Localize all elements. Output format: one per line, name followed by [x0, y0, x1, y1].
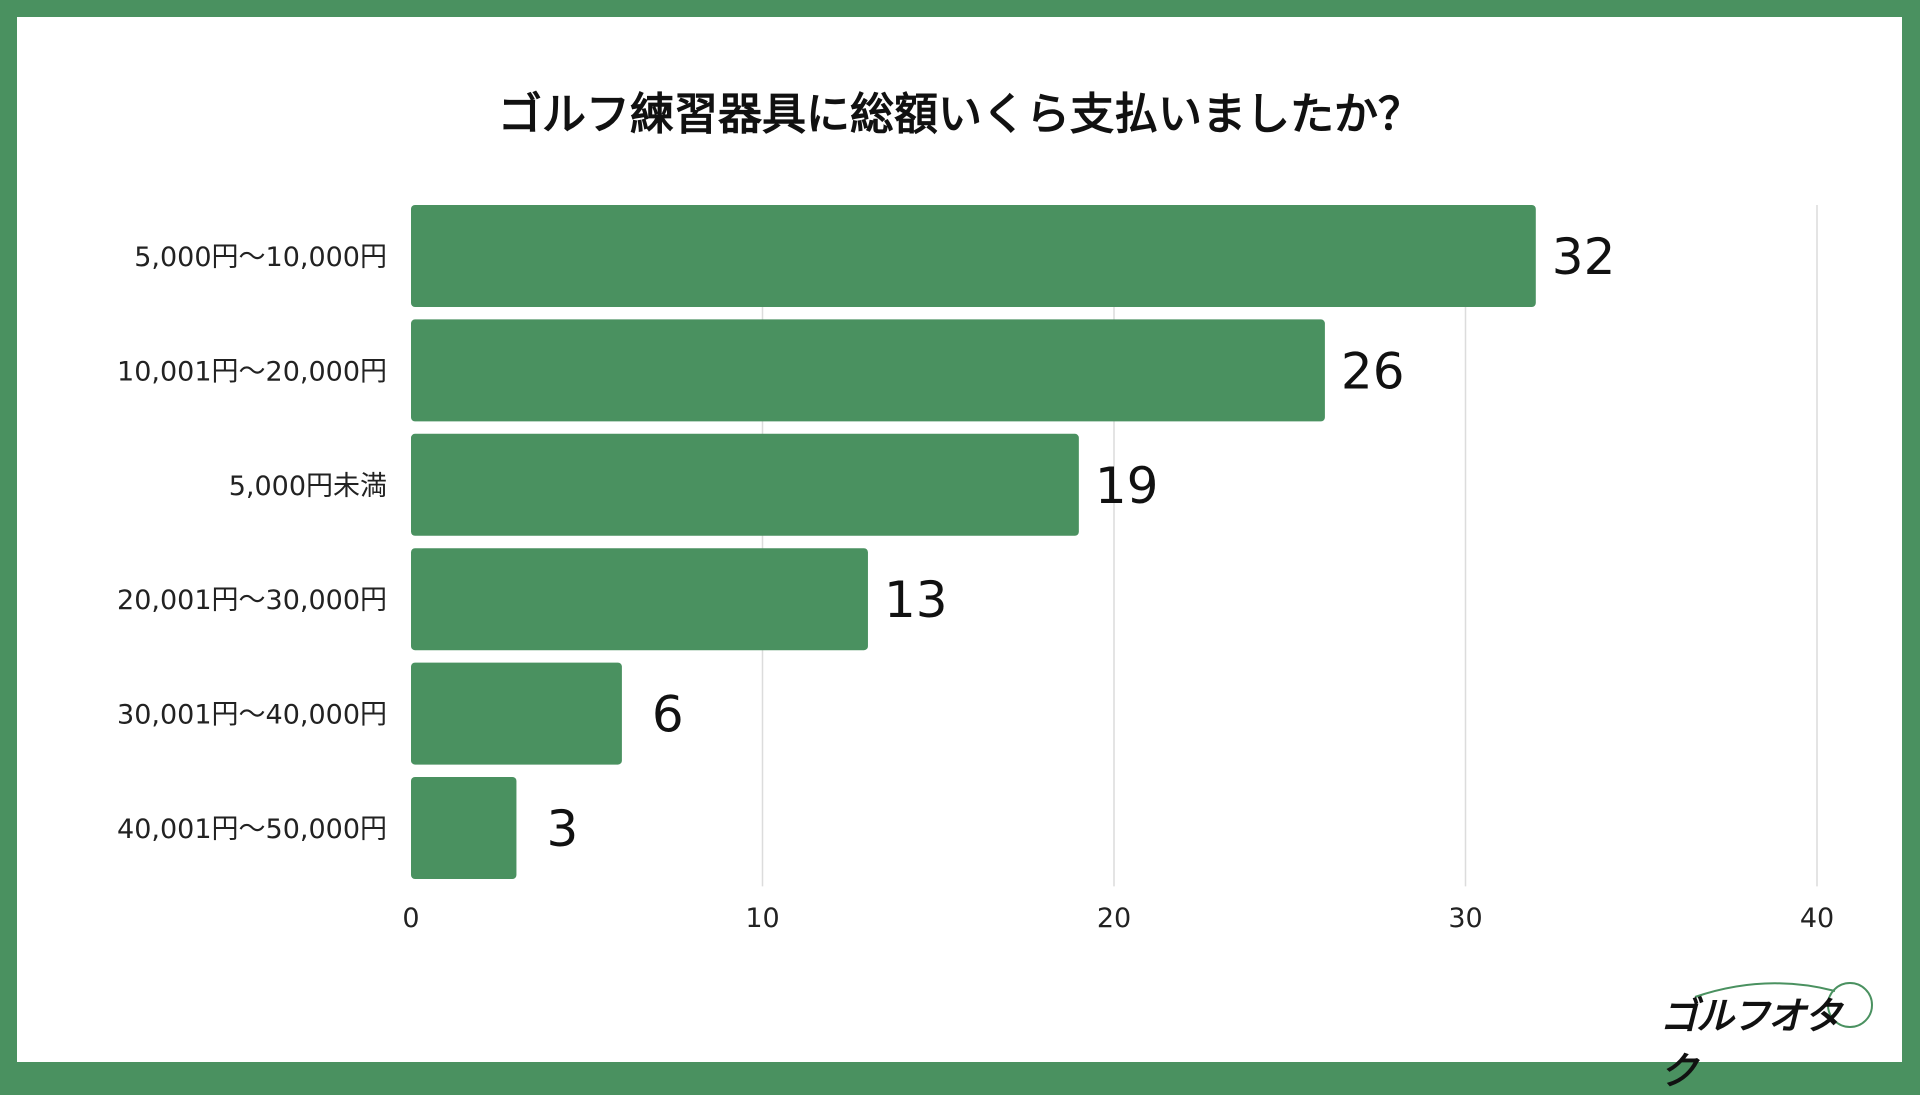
bar: [411, 548, 868, 651]
data-label: 19: [1095, 457, 1159, 515]
bar: [411, 205, 1536, 307]
data-label: 3: [546, 800, 578, 858]
logo-text: ゴルフオタク: [1660, 994, 1842, 1093]
chart-title: ゴルフ練習器具に総額いくら支払いましたか？: [498, 89, 1422, 140]
golf-otaku-logo: ゴルフオタク: [1655, 975, 1875, 1093]
golf-ball-icon: [1694, 982, 1873, 1028]
category-label: 40,001円〜50,000円: [117, 814, 387, 845]
bar: [411, 777, 517, 879]
category-label: 10,001円〜20,000円: [117, 356, 387, 387]
data-label: 32: [1552, 228, 1616, 286]
category-label: 5,000円〜10,000円: [134, 242, 387, 273]
x-tick-label: 30: [1448, 903, 1482, 934]
data-label: 26: [1341, 342, 1405, 400]
chart-card: [17, 17, 1902, 1062]
bar: [411, 433, 1079, 536]
category-label: 5,000円未満: [229, 471, 387, 502]
category-label: 30,001円〜40,000円: [117, 700, 387, 731]
data-label: 13: [884, 571, 948, 629]
x-tick-label: 10: [745, 903, 779, 934]
bar: [411, 662, 622, 765]
category-label: 20,001円〜30,000円: [117, 585, 387, 616]
x-tick-label: 0: [402, 903, 419, 934]
data-label: 6: [652, 686, 684, 744]
bar: [411, 319, 1325, 422]
x-tick-label: 20: [1097, 903, 1131, 934]
x-tick-label: 40: [1800, 903, 1834, 934]
